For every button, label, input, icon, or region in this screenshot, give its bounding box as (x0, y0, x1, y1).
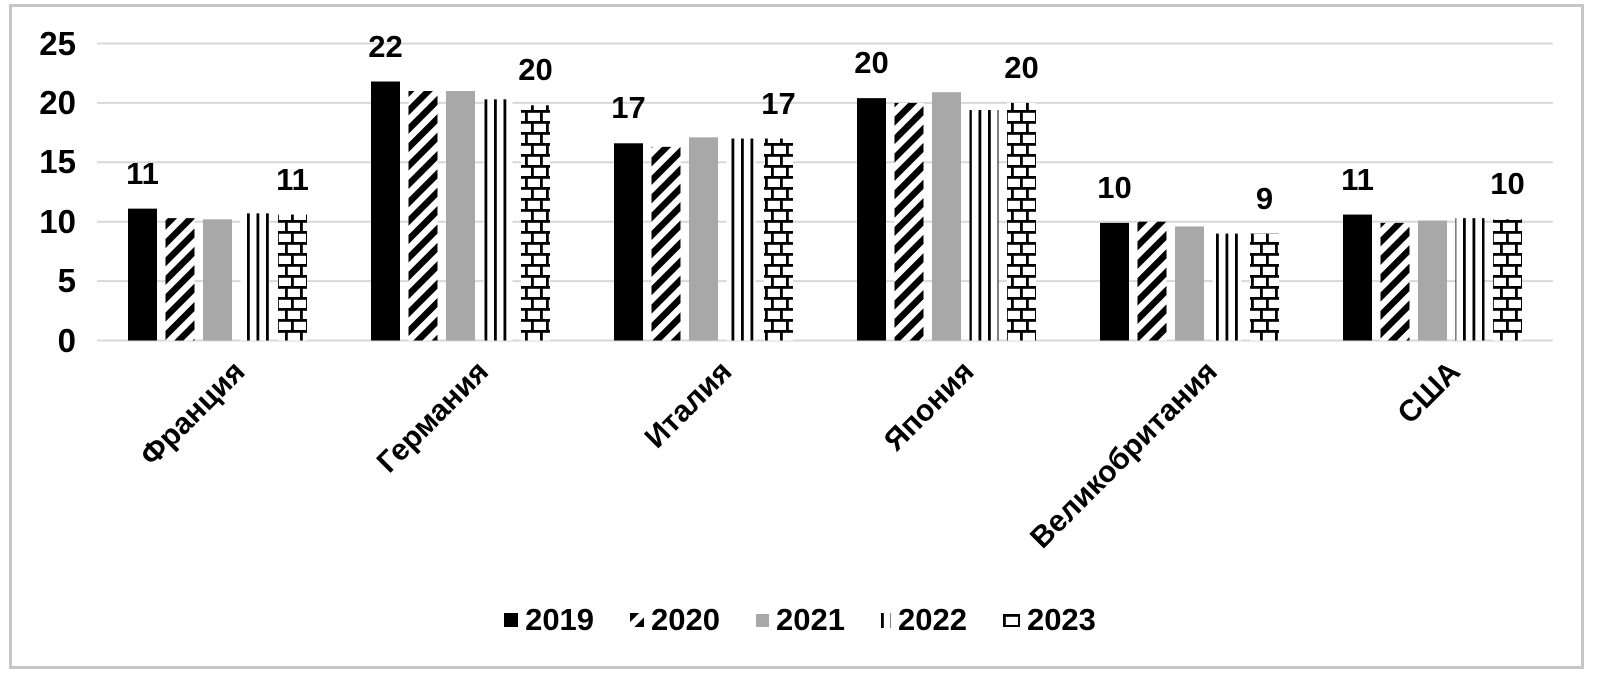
bar-Германия-2023 (521, 105, 550, 341)
bar-value-label-Германия-2023: 20 (518, 52, 553, 88)
bar-Япония-2023 (1007, 102, 1036, 341)
bar-Великобритания-2020 (1137, 221, 1167, 341)
legend-label-2020: 2020 (651, 602, 721, 637)
bar-Япония-2021 (932, 92, 961, 341)
y-tick-label-25: 25 (39, 24, 76, 62)
bar-Франция-2023 (278, 214, 307, 341)
bar-value-label-Франция-2023: 11 (276, 161, 309, 197)
bar-США-2023 (1493, 219, 1522, 341)
bar-Япония-2020 (894, 102, 924, 341)
legend-swatch-solid-black-icon (504, 613, 519, 627)
bar-Германия-2021 (446, 91, 475, 341)
bar-Франция-2022 (240, 213, 270, 341)
y-tick-label-15: 15 (39, 143, 76, 181)
bar-value-label-Великобритания-2019: 10 (1097, 169, 1132, 205)
legend-label-2022: 2022 (897, 602, 967, 637)
bar-Франция-2019 (128, 208, 157, 341)
bar-value-label-США-2023: 10 (1490, 166, 1525, 202)
bar-США-2019 (1343, 214, 1372, 341)
bar-Германия-2022 (483, 99, 513, 341)
bar-Германия-2020 (408, 91, 438, 341)
legend-item-2019: 2019 (504, 600, 594, 640)
bar-Япония-2022 (969, 110, 999, 341)
bar-value-label-Италия-2023: 17 (761, 85, 796, 121)
bar-США-2021 (1418, 220, 1447, 341)
y-tick-label-20: 20 (39, 83, 76, 121)
bar-value-label-Германия-2019: 22 (368, 28, 403, 64)
bar-Италия-2019 (614, 143, 643, 341)
legend-item-2023: 2023 (1002, 600, 1096, 640)
y-tick-label-5: 5 (57, 262, 76, 300)
legend-label-2023: 2023 (1026, 602, 1096, 637)
bar-Италия-2023 (764, 138, 793, 341)
bar-США-2022 (1455, 218, 1485, 341)
bar-Франция-2020 (165, 218, 195, 341)
legend-item-2021: 2021 (756, 600, 845, 640)
legend-label-2021: 2021 (776, 602, 845, 637)
bar-value-label-Италия-2019: 17 (611, 90, 646, 126)
legend-item-2022: 2022 (880, 600, 967, 640)
bar-value-label-США-2019: 11 (1341, 161, 1374, 197)
legend-swatch-diagonal-stripes-icon (630, 613, 645, 627)
legend-swatch-brick-icon (1002, 613, 1020, 627)
bar-Италия-2022 (726, 138, 756, 341)
bar-Великобритания-2022 (1212, 233, 1242, 341)
bar-США-2020 (1380, 222, 1410, 341)
bar-Германия-2019 (371, 81, 400, 341)
legend-item-2020: 2020 (630, 600, 720, 640)
legend-swatch-solid-gray-icon (756, 613, 770, 627)
bar-value-label-Япония-2019: 20 (854, 45, 889, 81)
bar-Великобритания-2023 (1250, 233, 1279, 341)
y-tick-label-10: 10 (39, 202, 76, 240)
bar-Франция-2021 (203, 219, 232, 341)
bar-Италия-2021 (689, 137, 718, 341)
legend-swatch-vertical-lines-icon (880, 612, 891, 628)
legend-label-2019: 2019 (525, 602, 595, 637)
legend: 2019 2020 2021 2022 2023 (0, 597, 1600, 643)
gridlines (97, 42, 1553, 342)
bar-Италия-2020 (651, 146, 681, 341)
bar-value-label-Япония-2023: 20 (1004, 49, 1039, 85)
bar-value-label-Франция-2019: 11 (126, 155, 159, 191)
bar-Великобритания-2019 (1100, 222, 1129, 341)
bar-value-label-Великобритания-2023: 9 (1255, 180, 1274, 216)
bar-Великобритания-2021 (1175, 226, 1204, 341)
bar-Япония-2019 (857, 98, 886, 341)
y-tick-label-0: 0 (57, 321, 76, 359)
bars (128, 81, 1522, 341)
